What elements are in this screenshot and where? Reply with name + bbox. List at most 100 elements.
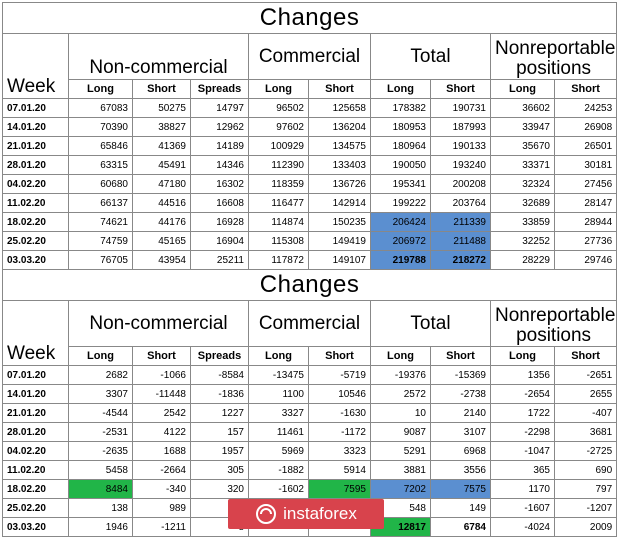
value-cell: 1946 xyxy=(68,517,133,537)
value-cell: 1170 xyxy=(490,479,555,499)
table-row: 04.02.20 -2635 1688 1957 5969 3323 5291 6968 -10… xyxy=(2,441,618,461)
value-cell: 117872 xyxy=(248,250,309,270)
value-cell: 199222 xyxy=(370,193,431,213)
value-cell: 11461 xyxy=(248,422,309,442)
positions-table: Changes Week Non-commercial Commercial T… xyxy=(1,2,618,270)
value-cell: 3881 xyxy=(370,460,431,480)
value-cell: 50275 xyxy=(132,98,191,118)
subheader-8: Short xyxy=(553,346,618,366)
value-cell: -13475 xyxy=(248,365,309,385)
value-cell: 6968 xyxy=(430,441,491,461)
value-cell: -340 xyxy=(132,479,191,499)
value-cell: 44516 xyxy=(132,193,191,213)
changes-table: Changes Week Non-commercial Commercial T… xyxy=(1,269,618,537)
subheader-1: Short xyxy=(132,79,191,99)
value-cell: 203764 xyxy=(430,193,491,213)
value-cell: 45165 xyxy=(132,231,191,251)
value-cell: -407 xyxy=(553,403,618,423)
value-cell: 14797 xyxy=(190,98,249,118)
value-cell: -1630 xyxy=(308,403,371,423)
value-cell: 33371 xyxy=(490,155,555,175)
week-cell: 07.01.20 xyxy=(2,98,69,118)
value-cell: 38827 xyxy=(132,117,191,137)
value-cell: 218272 xyxy=(430,250,491,270)
subheader-3: Long xyxy=(248,79,309,99)
group-header-nonreportable: Nonreportable positions xyxy=(489,300,618,347)
subheader-0: Long xyxy=(68,79,133,99)
value-cell: 320 xyxy=(190,479,249,499)
week-header: Week xyxy=(2,33,69,99)
subheader-8: Short xyxy=(553,79,618,99)
subheader-7: Long xyxy=(490,346,555,366)
value-cell: 138 xyxy=(68,498,133,518)
value-cell: -1047 xyxy=(490,441,555,461)
subheader-5: Long xyxy=(370,346,431,366)
value-cell: 690 xyxy=(553,460,618,480)
value-cell: 32252 xyxy=(490,231,555,251)
value-cell: 66137 xyxy=(68,193,133,213)
week-cell: 28.01.20 xyxy=(2,422,69,442)
value-cell: 36602 xyxy=(490,98,555,118)
table-row: 14.01.20 70390 38827 12962 97602 136204 180953… xyxy=(2,117,618,137)
value-cell: 67083 xyxy=(68,98,133,118)
table-row: 18.02.20 8484 -340 320 -1602 7595 7202 7575 1170… xyxy=(2,479,618,499)
value-cell: 3307 xyxy=(68,384,133,404)
value-cell: 28147 xyxy=(553,193,618,213)
value-cell: 5914 xyxy=(308,460,371,480)
value-cell: 100929 xyxy=(248,136,309,156)
value-cell: 41369 xyxy=(132,136,191,156)
value-cell: -2654 xyxy=(490,384,555,404)
value-cell: -2651 xyxy=(553,365,618,385)
value-cell: 70390 xyxy=(68,117,133,137)
value-cell: 3681 xyxy=(553,422,618,442)
week-header: Week xyxy=(2,300,69,366)
value-cell: 125658 xyxy=(308,98,371,118)
week-cell: 21.01.20 xyxy=(2,136,69,156)
table-row: 04.02.20 60680 47180 16302 118359 136726 19534… xyxy=(2,174,618,194)
value-cell: 142914 xyxy=(308,193,371,213)
value-cell: -2298 xyxy=(490,422,555,442)
value-cell: 63315 xyxy=(68,155,133,175)
value-cell: 9087 xyxy=(370,422,431,442)
value-cell: 6784 xyxy=(430,517,491,537)
subheader-2: Spreads xyxy=(190,346,249,366)
value-cell: 206972 xyxy=(370,231,431,251)
group-header-total: Total xyxy=(370,300,491,347)
value-cell: 5969 xyxy=(248,441,309,461)
value-cell: -1836 xyxy=(190,384,249,404)
value-cell: 797 xyxy=(553,479,618,499)
value-cell: 10546 xyxy=(308,384,371,404)
value-cell: -2738 xyxy=(430,384,491,404)
value-cell: 33947 xyxy=(490,117,555,137)
value-cell: 133403 xyxy=(308,155,371,175)
value-cell: 32324 xyxy=(490,174,555,194)
group-header-commercial: Commercial xyxy=(248,300,371,347)
subheader-3: Long xyxy=(248,346,309,366)
value-cell: 114874 xyxy=(248,212,309,232)
value-cell: 989 xyxy=(132,498,191,518)
value-cell: 136204 xyxy=(308,117,371,137)
subheader-4: Short xyxy=(308,346,371,366)
value-cell: 4122 xyxy=(132,422,191,442)
watermark-badge: instaforex xyxy=(228,499,384,529)
table-row: 03.03.20 76705 43954 25211 117872 149107 21978… xyxy=(2,250,618,270)
value-cell: 190133 xyxy=(430,136,491,156)
value-cell: 1688 xyxy=(132,441,191,461)
group-header-total: Total xyxy=(370,33,491,80)
subheader-1: Short xyxy=(132,346,191,366)
value-cell: -1602 xyxy=(248,479,309,499)
value-cell: -2531 xyxy=(68,422,133,442)
subheader-7: Long xyxy=(490,79,555,99)
value-cell: 5458 xyxy=(68,460,133,480)
value-cell: 76705 xyxy=(68,250,133,270)
value-cell: -11448 xyxy=(132,384,191,404)
week-cell: 25.02.20 xyxy=(2,231,69,251)
value-cell: 8484 xyxy=(68,479,133,499)
table-row: 21.01.20 -4544 2542 1227 3327 -1630 10 2140 1722… xyxy=(2,403,618,423)
value-cell: 96502 xyxy=(248,98,309,118)
value-cell: -1066 xyxy=(132,365,191,385)
value-cell: 134575 xyxy=(308,136,371,156)
value-cell: 2009 xyxy=(553,517,618,537)
value-cell: 47180 xyxy=(132,174,191,194)
